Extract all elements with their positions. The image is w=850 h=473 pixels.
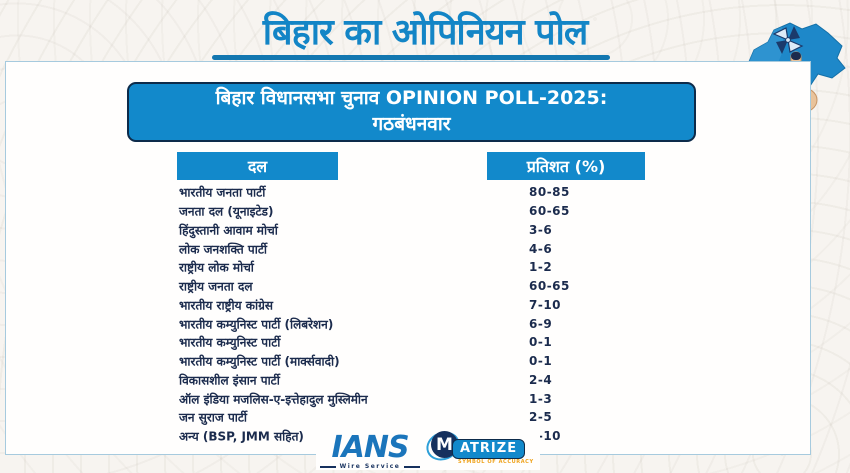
- table-row: भारतीय कम्युनिस्ट पार्टी 0-1: [6, 333, 810, 352]
- party-name: भारतीय जनता पार्टी: [179, 185, 266, 200]
- party-name: भारतीय कम्युनिस्ट पार्टी (लिबरेशन): [179, 317, 334, 332]
- party-percentage: 60-65: [529, 204, 570, 219]
- poll-card: बिहार विधानसभा चुनाव OPINION POLL-2025: …: [5, 61, 811, 455]
- party-name: भारतीय राष्ट्रीय कांग्रेस: [179, 298, 274, 313]
- party-name: विकासशील इंसान पार्टी: [179, 373, 280, 388]
- party-percentage: 80-85: [529, 185, 570, 200]
- poll-header-line1: बिहार विधानसभा चुनाव OPINION POLL-2025:: [215, 87, 608, 110]
- ians-dash-left: [320, 465, 336, 468]
- party-name: भारतीय कम्युनिस्ट पार्टी (मार्क्सवादी): [179, 354, 340, 369]
- party-name: जनता दल (यूनाइटेड): [179, 204, 274, 219]
- table-row: ऑल इंडिया मजलिस-ए-इत्तेहादुल मुस्लिमीन 1-…: [6, 389, 810, 408]
- party-percentage: 1-2: [529, 260, 553, 275]
- party-name: ऑल इंडिया मजलिस-ए-इत्तेहादुल मुस्लिमीन: [179, 392, 368, 407]
- table-rows: भारतीय जनता पार्टी 80-85 जनता दल (यूनाइटेड…: [6, 183, 810, 446]
- column-header-percentage: प्रतिशत (%): [487, 152, 645, 180]
- table-row: विकासशील इंसान पार्टी 2-4: [6, 371, 810, 390]
- party-name: लोक जनशक्ति पार्टी: [179, 242, 268, 257]
- party-percentage: 2-5: [529, 410, 553, 425]
- party-percentage: 3-6: [529, 222, 553, 237]
- table-row: भारतीय कम्युनिस्ट पार्टी (लिबरेशन) 6-9: [6, 314, 810, 333]
- page-title: बिहार का ओपिनियन पोल: [262, 12, 589, 53]
- table-row: जनता दल (यूनाइटेड) 60-65: [6, 202, 810, 221]
- table-row: भारतीय राष्ट्रीय कांग्रेस 7-10: [6, 296, 810, 315]
- poll-header: बिहार विधानसभा चुनाव OPINION POLL-2025: …: [127, 82, 696, 142]
- party-name: राष्ट्रीय जनता दल: [179, 279, 253, 294]
- table-row: लोक जनशक्ति पार्टी 4-6: [6, 239, 810, 258]
- poll-header-line2: गठबंधनवार: [372, 113, 451, 135]
- party-name: हिंदुस्तानी आवाम मोर्चा: [179, 223, 278, 238]
- party-percentage: 0-1: [529, 335, 553, 350]
- table-row: भारतीय कम्युनिस्ट पार्टी (मार्क्सवादी) 0-…: [6, 352, 810, 371]
- matrize-logo: M ATRIZE SYMBOL OF ACCURACY: [421, 426, 540, 470]
- table-row: जन सुराज पार्टी 2-5: [6, 408, 810, 427]
- ians-dash-right: [404, 465, 420, 468]
- party-percentage: 4-6: [529, 241, 553, 256]
- party-name: अन्य (BSP, JMM सहित): [179, 429, 304, 444]
- party-percentage: 60-65: [529, 279, 570, 294]
- ians-tagline: Wire Service: [339, 463, 401, 470]
- table-row: भारतीय जनता पार्टी 80-85: [6, 183, 810, 202]
- party-name: राष्ट्रीय लोक मोर्चा: [179, 260, 254, 275]
- party-name: जन सुराज पार्टी: [179, 410, 248, 425]
- table-row: राष्ट्रीय लोक मोर्चा 1-2: [6, 258, 810, 277]
- matrize-tagline: SYMBOL OF ACCURACY: [458, 459, 534, 465]
- party-percentage: 1-3: [529, 391, 553, 406]
- party-percentage: 7-10: [529, 297, 562, 312]
- party-percentage: 0-1: [529, 354, 553, 369]
- pinwheel-icon: [772, 26, 804, 54]
- ians-logo-text: IANS: [331, 430, 409, 465]
- party-percentage: 2-4: [529, 372, 553, 387]
- party-percentage: 6-9: [529, 316, 553, 331]
- table-row: हिंदुस्तानी आवाम मोर्चा 3-6: [6, 221, 810, 240]
- party-name: भारतीय कम्युनिस्ट पार्टी: [179, 335, 281, 350]
- ians-logo: IANS Wire Service: [316, 430, 424, 470]
- table-row: राष्ट्रीय जनता दल 60-65: [6, 277, 810, 296]
- matrize-logo-text: ATRIZE: [452, 439, 526, 459]
- column-header-party: दल: [177, 152, 338, 180]
- title-underline: [212, 55, 610, 60]
